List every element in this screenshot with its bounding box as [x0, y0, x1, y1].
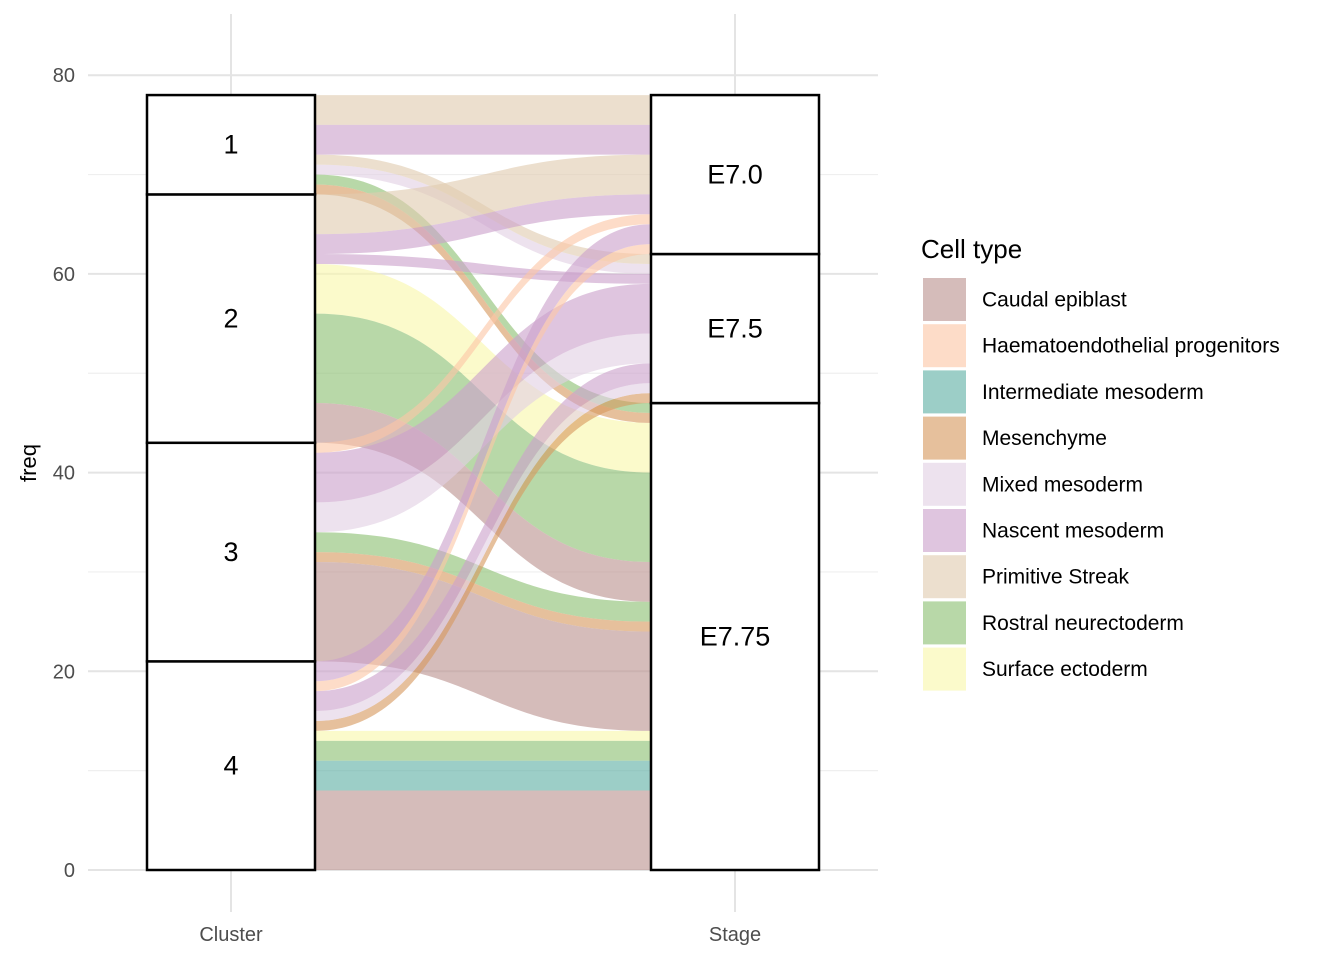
- cluster-stratum-1: [145, 93, 317, 196]
- flow-surface-ectoderm-c4-e7-75: [315, 730, 651, 741]
- legend-label: Rostral neurectoderm: [982, 612, 1184, 635]
- y-tick-label: 20: [53, 661, 75, 683]
- y-tick-label: 80: [53, 65, 75, 87]
- legend-key-surface-ectoderm: [923, 647, 966, 691]
- flow-haematoendothelial-progenitors-c4-e7-0: [315, 244, 651, 692]
- flow-primitive-streak-c1-e7-0: [315, 95, 651, 125]
- flow-mesenchyme-c4-e7-5: [315, 393, 651, 731]
- legend-label: Nascent mesoderm: [982, 520, 1164, 543]
- flow-mixed-mesoderm-c4-e7-5: [315, 383, 651, 721]
- cluster-stratum-4: [145, 660, 317, 872]
- strata: 4 3 2 1 E7.75 E7.5 E7.0: [145, 93, 821, 872]
- flow-nascent-mesoderm-c4-e7-5: [315, 363, 651, 712]
- legend-label: Surface ectoderm: [982, 658, 1148, 681]
- legend-label: Intermediate mesoderm: [982, 381, 1204, 404]
- legend-label: Mesenchyme: [982, 427, 1107, 450]
- flow-nascent-mesoderm-c1-e7-0: [315, 124, 651, 155]
- legend-key-primitive-streak: [923, 555, 966, 599]
- legend-key-nascent-mesoderm: [923, 509, 966, 552]
- cluster-stratum-label: 4: [223, 751, 238, 781]
- flow-intermediate-mesoderm-c4-e7-75: [315, 760, 651, 791]
- stage-stratum-e7-75: [649, 401, 821, 872]
- cluster-stratum-label: 3: [223, 537, 238, 567]
- flow-rostral-neurectoderm-c1-e7-75: [315, 174, 651, 413]
- flow-mesenchyme-c3-e7-75: [315, 552, 651, 632]
- legend-key-mesenchyme: [923, 416, 966, 460]
- legend-title: Cell type: [921, 234, 1022, 264]
- y-tick-label: 60: [53, 264, 75, 286]
- legend-key-haematoendothelial-progenitors: [923, 324, 966, 368]
- flow-haematoendothelial-progenitors-c3-e7-0: [315, 214, 651, 453]
- stage-stratum-label: E7.0: [707, 160, 763, 190]
- flow-primitive-streak-c2-e7-0: [315, 154, 651, 235]
- legend-key-mixed-mesoderm: [923, 462, 966, 506]
- cluster-stratum-label: 2: [223, 304, 238, 334]
- stage-stratum-label: E7.5: [707, 314, 763, 344]
- legend-key-rostral-neurectoderm: [923, 601, 966, 645]
- stage-stratum-e7-0: [649, 93, 821, 256]
- flow-mixed-mesoderm-c3-e7-5: [315, 333, 651, 533]
- stage-stratum-label: E7.75: [700, 622, 771, 652]
- legend: Cell type Caudal epiblast Haematoendothel…: [921, 234, 1280, 691]
- x-axis: Cluster Stage: [199, 924, 761, 946]
- flow-nascent-mesoderm-c4-e7-0: [315, 224, 651, 682]
- stage-stratum-e7-5: [649, 252, 821, 405]
- y-tick-label: 40: [53, 463, 75, 485]
- flow-caudal-epiblast-c3-e7-75: [315, 562, 651, 731]
- cluster-stratum-2: [145, 193, 317, 445]
- flow-nascent-mesoderm-c3-e7-5: [315, 283, 651, 503]
- x-tick-label: Stage: [709, 924, 761, 946]
- legend-key-intermediate-mesoderm: [923, 370, 966, 414]
- y-axis-title: freq: [16, 444, 41, 482]
- legend-label: Primitive Streak: [982, 566, 1130, 589]
- legend-key-caudal-epiblast: [923, 278, 966, 321]
- y-axis: 0 20 40 60 80: [53, 65, 75, 882]
- cluster-stratum-label: 1: [223, 130, 238, 160]
- legend-label: Haematoendothelial progenitors: [982, 335, 1280, 358]
- flow-ribbons: [315, 95, 651, 870]
- legend-label: Caudal epiblast: [982, 289, 1127, 312]
- x-tick-label: Cluster: [199, 924, 263, 946]
- y-tick-label: 0: [64, 860, 75, 882]
- flow-rostral-neurectoderm-c4-e7-75: [315, 740, 651, 761]
- legend-label: Mixed mesoderm: [982, 473, 1143, 496]
- flow-mesenchyme-c1-e7-75: [315, 184, 651, 423]
- flow-caudal-epiblast-c4-e7-75: [315, 790, 651, 870]
- flow-nascent-mesoderm-c2-e7-0: [315, 194, 651, 255]
- cluster-stratum-3: [145, 441, 317, 663]
- flow-rostral-neurectoderm-c3-e7-75: [315, 532, 651, 622]
